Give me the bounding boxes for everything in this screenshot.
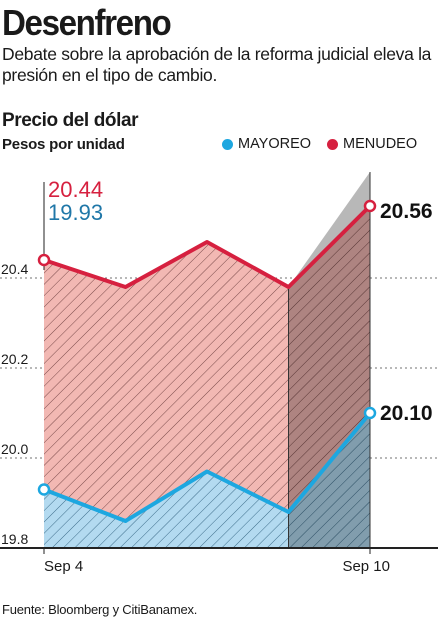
menudeo-end-label: 20.56 (380, 200, 433, 223)
mayoreo-line (43, 411, 372, 523)
x-tick-label-end: Sep 10 (342, 558, 390, 575)
mayoreo-end-label: 20.10 (380, 402, 433, 425)
menudeo-start-label: 20.44 (48, 177, 103, 202)
legend-item-mayoreo: MAYOREO (222, 136, 311, 152)
highlight-shade (288, 172, 370, 548)
menudeo-line (43, 204, 372, 289)
x-tick-label-start: Sep 4 (44, 558, 83, 575)
y-tick-label: 20.2 (1, 351, 28, 367)
legend-label-mayoreo: MAYOREO (238, 136, 312, 152)
chart-title: Precio del dólar (2, 110, 139, 131)
menudeo-start-marker (37, 253, 51, 267)
headline: Desenfreno (2, 2, 172, 43)
y-tick-label: 20.4 (1, 261, 28, 277)
legend-item-menudeo: MENUDEO (327, 136, 417, 152)
mayoreo-start-marker (37, 483, 51, 496)
menudeo-end-marker (363, 199, 377, 213)
y-axis-label: Pesos por unidad (2, 136, 125, 153)
legend-label-menudeo: MENUDEO (343, 136, 418, 152)
y-tick-label: 20.0 (1, 441, 28, 457)
mayoreo-legend-dot (222, 138, 233, 150)
subtitle: Debate sobre la aprobación de la reforma… (2, 44, 432, 85)
y-tick-label: 19.8 (1, 531, 28, 547)
mayoreo-end-marker (363, 406, 377, 420)
mayoreo-start-label: 19.93 (48, 200, 103, 225)
source-note: Fuente: Bloomberg y CitiBanamex. (2, 602, 198, 617)
menudeo-legend-dot (327, 138, 338, 150)
